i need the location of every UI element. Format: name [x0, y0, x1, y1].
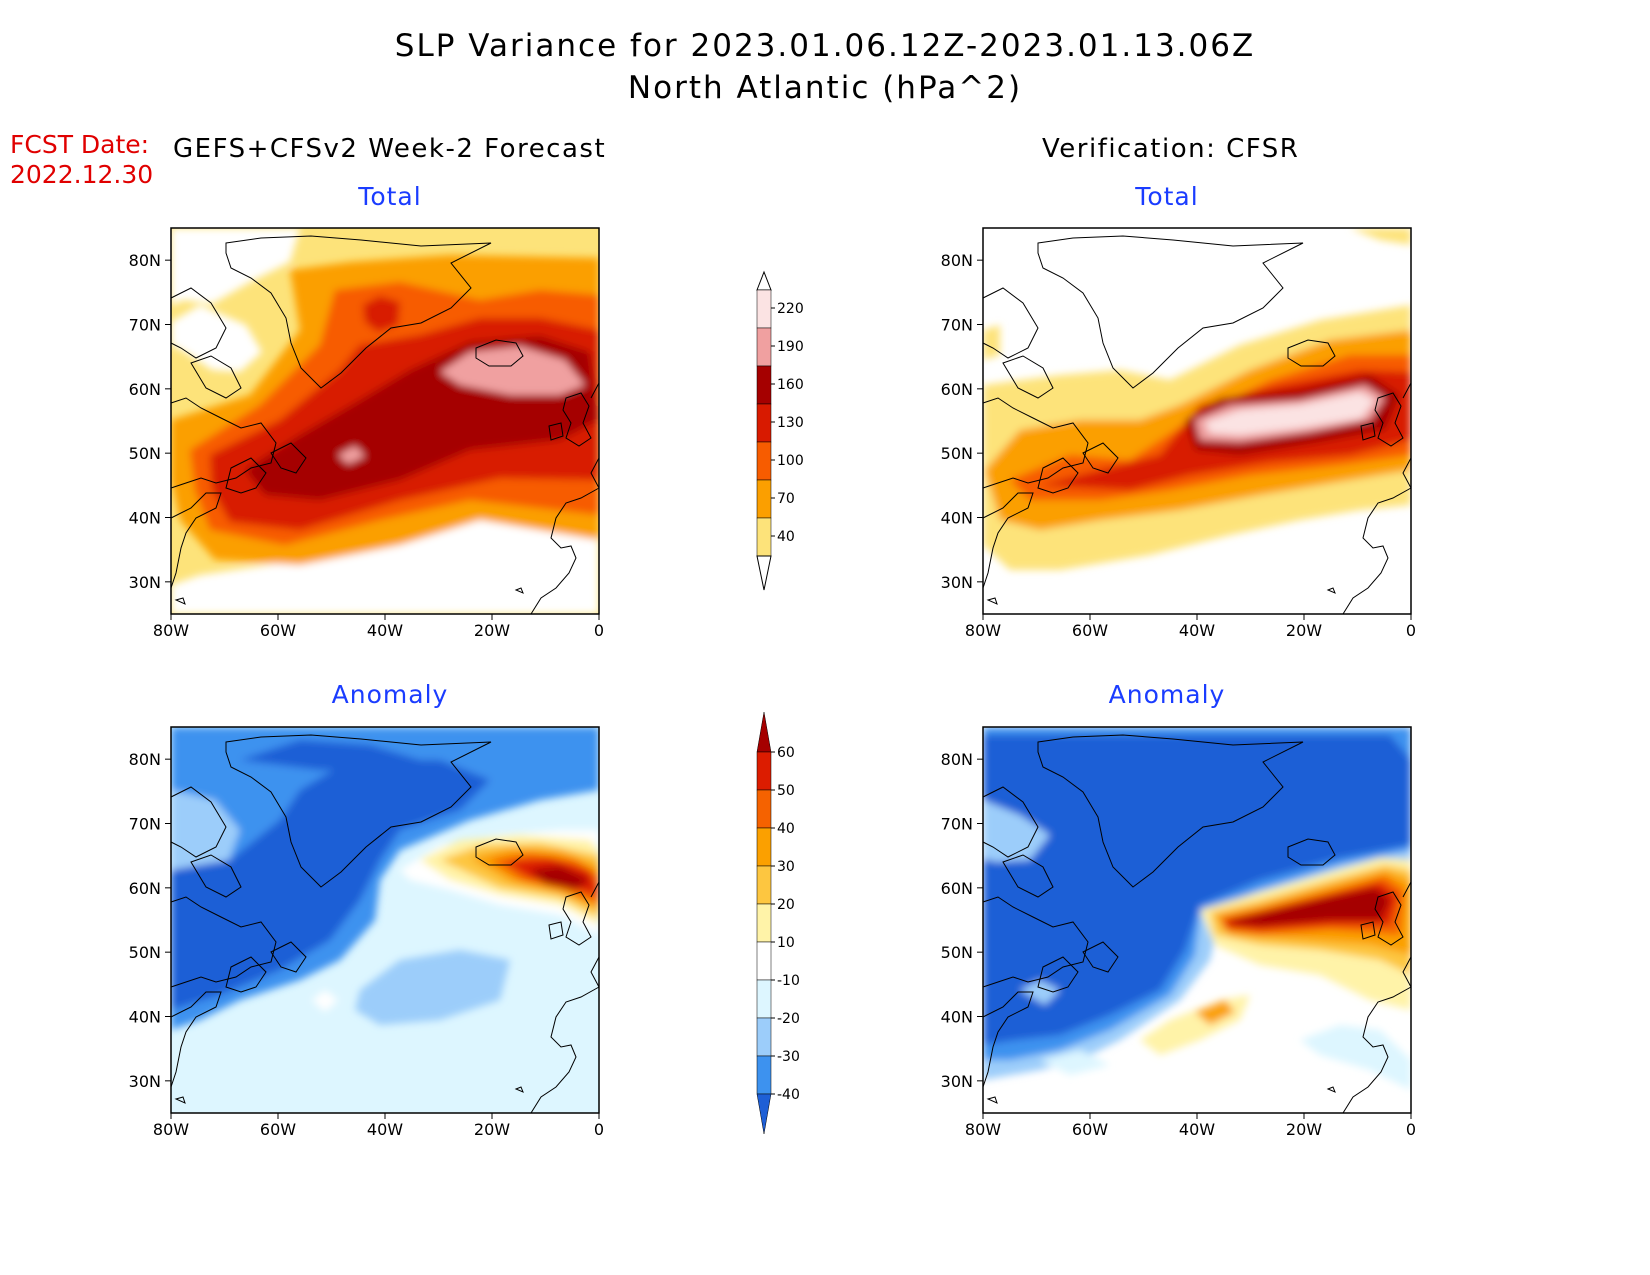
anomaly-colorbar-swatch: [756, 865, 772, 905]
figure-title: SLP Variance for 2023.01.06.12Z-2023.01.…: [394, 28, 1256, 64]
lon-tick-label: 60W: [1072, 621, 1108, 640]
map-forecast-total: [171, 228, 599, 614]
lat-tick-label: 30N: [941, 1072, 973, 1091]
anomaly-colorbar-label: 10: [777, 935, 795, 951]
lon-tick-label: 80W: [965, 1120, 1001, 1139]
lon-tick-label: 20W: [1286, 621, 1322, 640]
lat-tick-label: 40N: [129, 509, 161, 528]
total-colorbar-swatch: [756, 441, 772, 481]
anomaly-colorbar-label: 30: [777, 859, 795, 875]
lat-tick-label: 50N: [941, 444, 973, 463]
anomaly-colorbar-swatch: [756, 1017, 772, 1057]
colorbar-top-triangle: [756, 270, 772, 291]
anomaly-colorbar-label: 60: [777, 745, 795, 761]
anomaly-colorbar-bottom-triangle: [756, 1093, 772, 1135]
total-colorbar-label: 220: [777, 301, 804, 317]
anomaly-colorbar-label: -20: [777, 1011, 800, 1027]
anomaly-colorbar-label: -40: [777, 1087, 800, 1103]
colorbar-bottom-triangle: [756, 555, 772, 591]
lat-tick-label: 80N: [941, 251, 973, 270]
panel-title-forecast-total: Total: [358, 182, 422, 211]
anomaly-colorbar-swatch: [756, 751, 772, 791]
lat-tick-label: 70N: [941, 316, 973, 335]
forecast-header: GEFS+CFSv2 Week-2 Forecast: [173, 134, 607, 164]
anomaly-colorbar-label: -10: [777, 973, 800, 989]
lat-tick-label: 60N: [129, 879, 161, 898]
lon-tick-label: 40W: [367, 1120, 403, 1139]
total-colorbar: 220 190 160 130 100 70 40: [756, 270, 804, 591]
lon-tick-label: 0: [1406, 1120, 1416, 1139]
total-colorbar-label: 70: [777, 491, 795, 507]
lon-tick-label: 20W: [474, 1120, 510, 1139]
lat-tick-label: 80N: [941, 750, 973, 769]
lon-tick-label: 60W: [260, 1120, 296, 1139]
fcst-date-value: 2022.12.30: [10, 160, 154, 189]
anomaly-colorbar-swatch: [756, 789, 772, 829]
total-colorbar-swatch: [756, 403, 772, 443]
map-forecast-anomaly: [171, 727, 599, 1113]
anomaly-colorbar-swatch: [756, 827, 772, 867]
map-verification-anomaly: [983, 727, 1411, 1113]
total-colorbar-label: 160: [777, 377, 804, 393]
figure-subtitle: North Atlantic (hPa^2): [627, 70, 1023, 106]
anomaly-colorbar: 60 50 40 30 20 10 -10 -20 -30 -40: [756, 711, 800, 1135]
lon-tick-label: 40W: [1179, 621, 1215, 640]
lat-tick-label: 50N: [941, 943, 973, 962]
lon-tick-label: 0: [1406, 621, 1416, 640]
total-colorbar-swatch: [756, 289, 772, 329]
total-colorbar-swatch: [756, 365, 772, 405]
panel-title-forecast-anomaly: Anomaly: [331, 680, 449, 709]
axes-layer: 80N 70N 60N 50N 40N 30N 80W 60W 40W 20W 0 80N 70N 60N…: [129, 251, 1416, 1139]
lat-tick-label: 60N: [941, 879, 973, 898]
anomaly-colorbar-swatch: [756, 979, 772, 1019]
lon-tick-label: 80W: [153, 621, 189, 640]
lon-tick-label: 60W: [1072, 1120, 1108, 1139]
lat-tick-label: 60N: [941, 380, 973, 399]
lon-tick-label: 20W: [474, 621, 510, 640]
lat-tick-label: 70N: [941, 815, 973, 834]
lat-tick-label: 70N: [129, 316, 161, 335]
lat-tick-label: 80N: [129, 750, 161, 769]
lon-tick-label: 80W: [153, 1120, 189, 1139]
lat-tick-label: 40N: [129, 1008, 161, 1027]
lat-tick-label: 60N: [129, 380, 161, 399]
anomaly-colorbar-label: 20: [777, 897, 795, 913]
anomaly-colorbar-label: 40: [777, 821, 795, 837]
total-colorbar-label: 40: [777, 529, 795, 545]
lat-tick-label: 70N: [129, 815, 161, 834]
lon-tick-label: 20W: [1286, 1120, 1322, 1139]
total-colorbar-label: 100: [777, 453, 804, 469]
lat-tick-label: 30N: [129, 1072, 161, 1091]
lat-tick-label: 30N: [941, 573, 973, 592]
total-colorbar-label: 130: [777, 415, 804, 431]
panel-title-verification-anomaly: Anomaly: [1108, 680, 1226, 709]
total-colorbar-swatch: [756, 327, 772, 367]
anomaly-colorbar-swatch: [756, 941, 772, 981]
fcst-date-label: FCST Date:: [10, 130, 150, 159]
anomaly-colorbar-swatch: [756, 903, 772, 943]
lon-tick-label: 0: [594, 621, 604, 640]
lat-tick-label: 40N: [941, 1008, 973, 1027]
lon-tick-label: 0: [594, 1120, 604, 1139]
lat-tick-label: 40N: [941, 509, 973, 528]
lon-tick-label: 40W: [1179, 1120, 1215, 1139]
lon-tick-label: 80W: [965, 621, 1001, 640]
verification-header: Verification: CFSR: [1042, 134, 1300, 164]
total-colorbar-swatch: [756, 517, 772, 557]
lat-tick-label: 30N: [129, 573, 161, 592]
panel-title-verification-total: Total: [1135, 182, 1199, 211]
anomaly-colorbar-swatch: [756, 1055, 772, 1095]
anomaly-colorbar-label: -30: [777, 1049, 800, 1065]
lat-tick-label: 80N: [129, 251, 161, 270]
lat-tick-label: 50N: [129, 444, 161, 463]
anomaly-colorbar-top-triangle: [756, 711, 772, 753]
total-colorbar-swatch: [756, 479, 772, 519]
total-colorbar-label: 190: [777, 339, 804, 355]
lat-tick-label: 50N: [129, 943, 161, 962]
lon-tick-label: 60W: [260, 621, 296, 640]
anomaly-colorbar-label: 50: [777, 783, 795, 799]
lon-tick-label: 40W: [367, 621, 403, 640]
map-verification-total: [983, 228, 1411, 614]
